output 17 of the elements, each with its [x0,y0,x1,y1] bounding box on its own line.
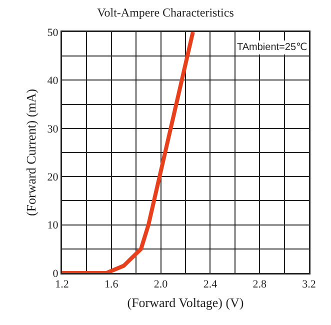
y-tick-label: 40 [47,75,59,88]
y-tick-label: 30 [47,123,59,136]
x-tick-label: 2.4 [203,278,218,291]
y-tick-label: 0 [52,268,59,280]
y-tick-label: 50 [47,26,59,39]
x-tick-label: 3.2 [302,278,316,291]
y-tick-label: 20 [47,171,59,184]
x-axis-title: (Forward Voltage) (V) [127,295,244,310]
annotation: TAmbient=25℃ [237,42,308,53]
line-series [62,32,195,273]
chart-title: Volt-Ampere Characteristics [97,6,234,20]
x-tick-label: 1.6 [104,278,119,291]
y-tick-label: 10 [47,220,59,232]
x-tick-label: 1.2 [55,278,69,291]
x-tick-label: 2.8 [252,278,267,291]
x-tick-label: 2.0 [154,278,168,291]
y-axis-title: (Forward Current) (mA) [24,88,38,216]
